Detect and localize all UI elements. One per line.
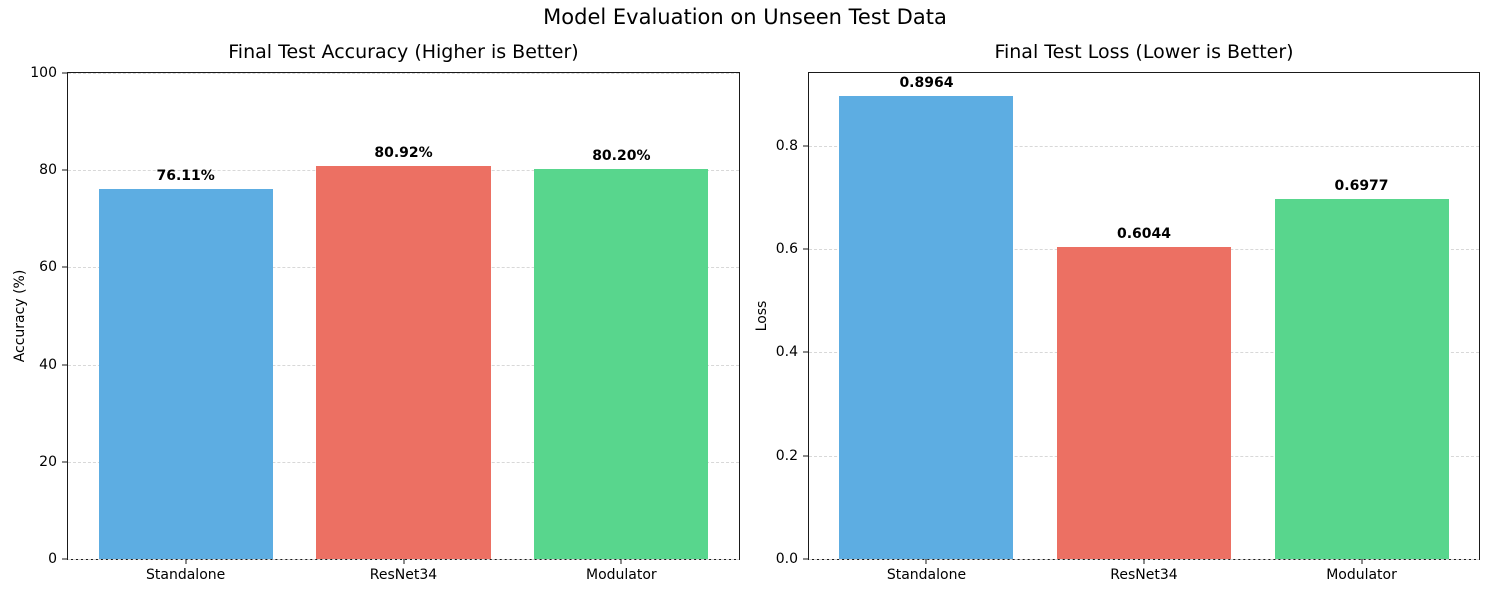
y-tick-mark xyxy=(803,455,808,457)
loss-chart-title: Final Test Loss (Lower is Better) xyxy=(994,41,1294,63)
y-tick-label: 0.4 xyxy=(775,344,798,361)
y-tick-label: 80 xyxy=(39,162,57,179)
x-tick-mark xyxy=(620,559,622,564)
y-tick-label: 0 xyxy=(48,551,57,567)
x-tick-label-standalone: Standalone xyxy=(146,567,226,583)
y-tick-label: 100 xyxy=(30,65,57,81)
y-tick-mark xyxy=(803,351,808,353)
bar-value-label-standalone: 0.8964 xyxy=(899,75,954,92)
y-tick-mark xyxy=(803,248,808,250)
y-tick-label: 0.0 xyxy=(775,551,798,567)
y-tick-label: 0.8 xyxy=(775,137,798,154)
y-gridline xyxy=(809,145,1479,147)
y-tick-label: 60 xyxy=(39,259,57,276)
bar-value-label-modulator: 0.6977 xyxy=(1334,177,1389,194)
accuracy-y-axis-label: Accuracy (%) xyxy=(12,269,28,363)
y-tick-mark xyxy=(62,558,67,560)
bar-standalone xyxy=(839,96,1014,559)
x-tick-mark xyxy=(403,559,404,564)
bar-resnet34 xyxy=(1056,246,1231,559)
y-tick-label: 0.2 xyxy=(775,447,798,464)
bar-value-label-resnet34: 0.6044 xyxy=(1116,225,1172,242)
loss-y-axis-label: Loss xyxy=(754,300,770,332)
x-tick-mark xyxy=(925,559,927,564)
y-gridline xyxy=(68,73,739,74)
x-tick-mark xyxy=(185,559,187,564)
bar-value-label-resnet34: 80.92% xyxy=(374,144,433,161)
y-tick-label: 0.6 xyxy=(775,241,798,258)
figure-title: Model Evaluation on Unseen Test Data xyxy=(543,5,947,29)
y-tick-mark xyxy=(62,364,67,366)
bar-resnet34 xyxy=(316,165,491,559)
y-tick-mark xyxy=(62,169,67,171)
accuracy-chart-title: Final Test Accuracy (Higher is Better) xyxy=(228,41,579,63)
x-tick-mark xyxy=(1143,559,1145,564)
x-tick-label-modulator: Modulator xyxy=(1326,567,1397,583)
y-tick-mark xyxy=(62,266,67,268)
y-tick-mark xyxy=(62,461,67,463)
x-tick-label-standalone: Standalone xyxy=(886,567,967,583)
x-tick-label-resnet34: ResNet34 xyxy=(1110,567,1178,583)
y-tick-mark xyxy=(803,145,808,147)
y-tick-label: 40 xyxy=(39,356,57,373)
x-tick-label-resnet34: ResNet34 xyxy=(369,567,438,583)
accuracy-plot-area: 0 20 40 60 80 100 76.11% Standalone 80.92% ResNet… xyxy=(30,65,740,583)
bar-modulator xyxy=(1274,198,1449,559)
loss-plot-area: 0.0 0.2 0.4 0.6 0.8 0.8964 Standalone 0.6044 Res… xyxy=(776,72,1480,583)
bar-modulator xyxy=(534,169,709,559)
y-tick-label: 20 xyxy=(39,453,57,470)
bar-value-label-standalone: 76.11% xyxy=(156,168,215,185)
bar-standalone xyxy=(98,189,273,559)
x-tick-mark xyxy=(1361,559,1363,564)
y-tick-mark xyxy=(62,72,67,74)
bar-value-label-modulator: 80.20% xyxy=(592,148,651,165)
x-tick-label-modulator: Modulator xyxy=(586,567,657,583)
y-tick-mark xyxy=(803,558,808,560)
